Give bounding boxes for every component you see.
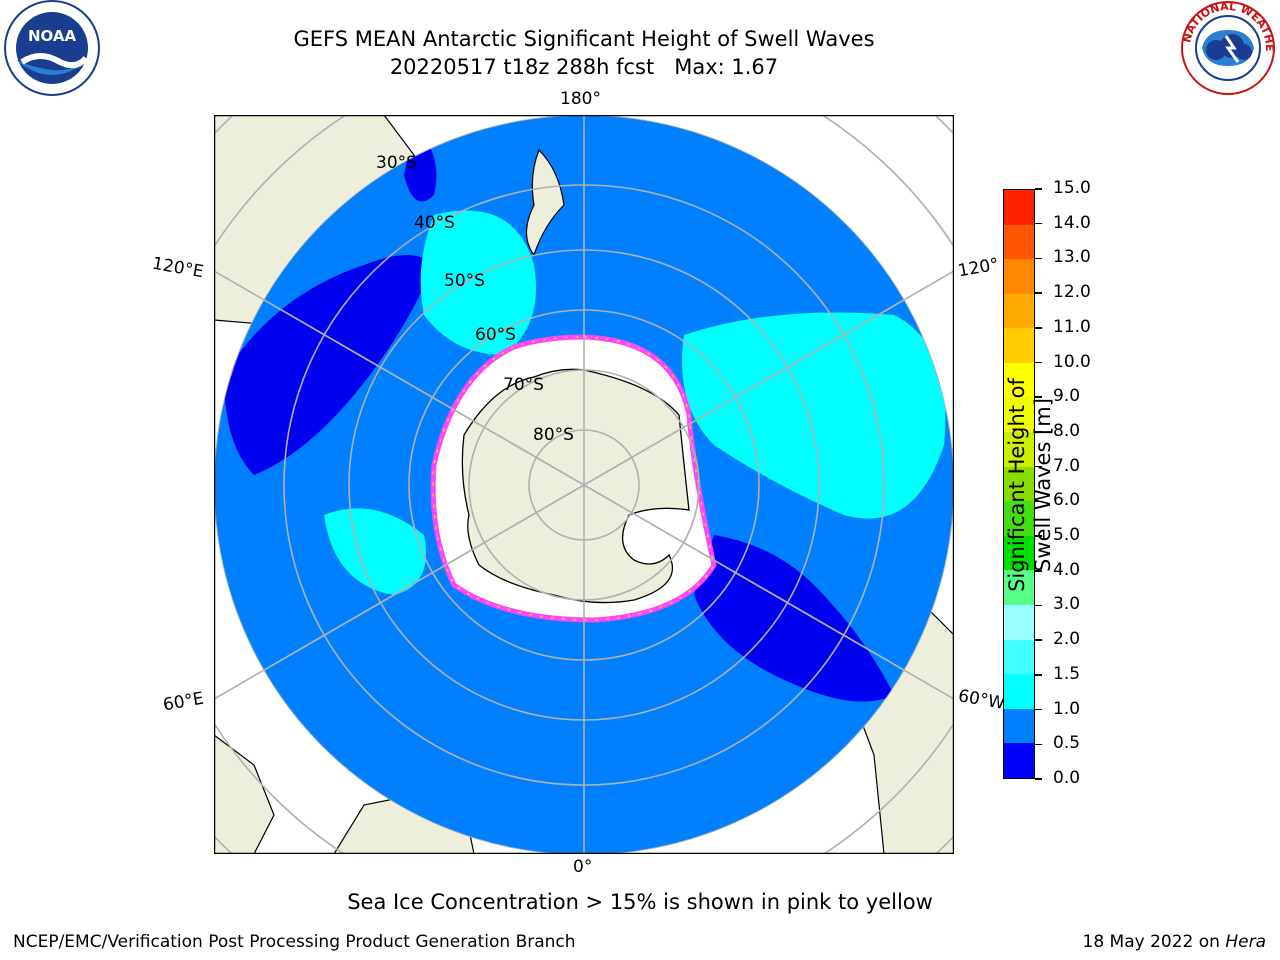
colorbar-tick-label: 12.0 bbox=[1053, 282, 1091, 303]
colorbar-tick-mark bbox=[1035, 222, 1042, 225]
colorbar-band bbox=[1004, 328, 1034, 363]
colorbar-tick-mark bbox=[1035, 257, 1042, 260]
lon-label-120w: 120° bbox=[956, 254, 1001, 282]
colorbar-tick-mark bbox=[1035, 431, 1042, 433]
colorbar-band bbox=[1004, 708, 1034, 744]
noaa-logo: NOAA bbox=[4, 0, 100, 96]
colorbar-tick-mark bbox=[1035, 674, 1042, 676]
colorbar-tick-label: 13.0 bbox=[1053, 247, 1091, 268]
lat-label-40s: 40°S bbox=[414, 213, 455, 233]
lon-label-180: 180° bbox=[560, 89, 601, 109]
colorbar-tick-mark bbox=[1035, 396, 1042, 398]
chart-title: GEFS MEAN Antarctic Significant Height o… bbox=[293, 27, 875, 51]
colorbar-tick-mark bbox=[1035, 465, 1042, 468]
sea-ice-edge-high bbox=[432, 336, 715, 621]
credit-host: Hera bbox=[1225, 932, 1266, 952]
lat-label-30s: 30°S bbox=[376, 153, 417, 173]
land-madagascar-region bbox=[214, 734, 275, 854]
colorbar-tick-mark bbox=[1035, 327, 1042, 329]
colorbar-band bbox=[1004, 432, 1034, 467]
map-frame bbox=[214, 115, 954, 854]
credit-right: 18 May 2022 on Hera bbox=[1083, 932, 1267, 952]
colorbar-tick-label: 6.0 bbox=[1053, 490, 1081, 511]
lat-label-60s: 60°S bbox=[475, 325, 516, 345]
colorbar-tick-label: 1.0 bbox=[1053, 698, 1081, 719]
nws-logo: NATIONAL WEATHER SERVICE bbox=[1176, 0, 1276, 95]
colorbar-tick-label: 14.0 bbox=[1053, 212, 1091, 233]
swell-low-west bbox=[224, 255, 434, 475]
colorbar-tick-mark bbox=[1035, 570, 1042, 572]
lon-label-120e: 120°E bbox=[150, 253, 206, 283]
colorbar-tick-label: 5.0 bbox=[1053, 525, 1081, 546]
colorbar-band bbox=[1004, 189, 1034, 225]
colorbar-tick-mark bbox=[1035, 708, 1042, 711]
swell-mid-northwest bbox=[420, 210, 536, 355]
swell-mid-east bbox=[682, 312, 946, 519]
colorbar-tick-mark bbox=[1035, 743, 1042, 746]
lat-label-80s: 80°S bbox=[533, 425, 574, 445]
colorbar-tick-label: 2.0 bbox=[1053, 629, 1081, 650]
colorbar-tick-mark bbox=[1035, 535, 1042, 537]
polar-map bbox=[214, 115, 954, 854]
colorbar-tick-label: 8.0 bbox=[1053, 420, 1081, 441]
swell-mid-southwest bbox=[324, 508, 426, 595]
colorbar-label: Significant Height of Swell Waves [m] bbox=[1005, 378, 1055, 592]
chart-subtitle: 20220517 t18z 288h fcst Max: 1.67 bbox=[389, 55, 779, 79]
colorbar-tick-mark bbox=[1035, 500, 1042, 503]
colorbar-band bbox=[1004, 293, 1034, 329]
lon-label-60w: 60°W bbox=[956, 686, 1007, 714]
colorbar-band bbox=[1004, 743, 1034, 778]
colorbar-tick-label: 10.0 bbox=[1053, 351, 1091, 372]
colorbar-tick-label: 9.0 bbox=[1053, 386, 1081, 407]
noaa-logo-text: NOAA bbox=[28, 27, 77, 45]
colorbar-band bbox=[1004, 224, 1034, 260]
colorbar-tick-mark bbox=[1035, 188, 1042, 190]
sea-ice-note: Sea Ice Concentration > 15% is shown in … bbox=[347, 890, 933, 914]
colorbar-tick-mark bbox=[1035, 292, 1042, 294]
colorbar bbox=[1003, 189, 1035, 779]
colorbar-tick-label: 0.0 bbox=[1053, 768, 1081, 788]
credit-date: 18 May 2022 on bbox=[1082, 932, 1226, 952]
colorbar-tick-mark bbox=[1035, 778, 1042, 780]
colorbar-band bbox=[1004, 259, 1034, 294]
colorbar-band bbox=[1004, 535, 1034, 571]
lon-label-60e: 60°E bbox=[161, 688, 206, 716]
colorbar-tick-label: 11.0 bbox=[1053, 316, 1091, 337]
colorbar-band bbox=[1004, 501, 1034, 536]
colorbar-band bbox=[1004, 362, 1034, 398]
colorbar-tick-label: 1.5 bbox=[1053, 663, 1081, 684]
colorbar-band bbox=[1004, 397, 1034, 433]
colorbar-tick-label: 3.0 bbox=[1053, 594, 1081, 615]
colorbar-tick-label: 7.0 bbox=[1053, 455, 1081, 476]
colorbar-tick-mark bbox=[1035, 639, 1042, 641]
colorbar-band bbox=[1004, 639, 1034, 675]
colorbar-tick-mark bbox=[1035, 361, 1042, 364]
colorbar-band bbox=[1004, 674, 1034, 709]
lon-label-0: 0° bbox=[573, 857, 593, 877]
land-antarctica bbox=[461, 368, 690, 604]
credit-left: NCEP/EMC/Verification Post Processing Pr… bbox=[13, 932, 576, 952]
colorbar-band bbox=[1004, 466, 1034, 502]
colorbar-band bbox=[1004, 605, 1034, 640]
lat-label-50s: 50°S bbox=[444, 271, 485, 291]
lat-label-70s: 70°S bbox=[503, 375, 544, 395]
colorbar-tick-label: 4.0 bbox=[1053, 559, 1081, 580]
colorbar-tick-label: 15.0 bbox=[1053, 178, 1091, 198]
colorbar-band bbox=[1004, 570, 1034, 606]
colorbar-tick-label: 0.5 bbox=[1053, 733, 1081, 754]
colorbar-tick-mark bbox=[1035, 604, 1042, 607]
